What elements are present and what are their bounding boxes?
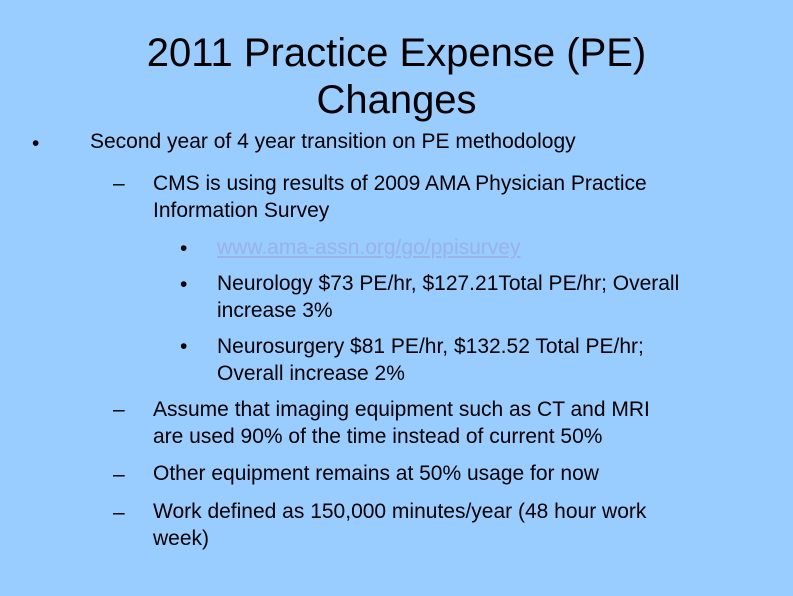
level1-bullet: • <box>32 132 40 155</box>
level3-bullet: • <box>180 273 188 296</box>
level2-line: Other equipment remains at 50% usage for… <box>153 462 599 485</box>
level3-item-neurosurgery: Neurosurgery $81 PE/hr, $132.52 Total PE… <box>217 333 644 387</box>
level2-item-other-equipment: Other equipment remains at 50% usage for… <box>153 460 599 487</box>
level3-bullet: • <box>180 237 188 260</box>
level3-item-neurology: Neurology $73 PE/hr, $127.21Total PE/hr;… <box>217 270 679 324</box>
level2-dash: – <box>113 398 125 421</box>
level3-line: increase 3% <box>217 299 333 322</box>
level3-line: Neurosurgery $81 PE/hr, $132.52 Total PE… <box>217 335 644 358</box>
slide-title: 2011 Practice Expense (PE) Changes <box>60 30 733 124</box>
title-line-1: 2011 Practice Expense (PE) <box>146 31 647 75</box>
level2-item-work-defined: Work defined as 150,000 minutes/year (48… <box>153 498 646 552</box>
level2-line: Assume that imaging equipment such as CT… <box>153 398 650 421</box>
level2-line: Information Survey <box>153 199 330 222</box>
title-line-2: Changes <box>316 78 477 122</box>
level3-line: Neurology $73 PE/hr, $127.21Total PE/hr;… <box>217 272 680 295</box>
level1-text: Second year of 4 year transition on PE m… <box>90 130 576 153</box>
level2-line: week) <box>153 527 210 550</box>
level2-line: Work defined as 150,000 minutes/year (48… <box>153 500 647 523</box>
survey-link[interactable]: www.ama-assn.org/go/ppisurvey <box>217 236 521 259</box>
level3-bullet: • <box>180 335 188 358</box>
level2-item-cms: CMS is using results of 2009 AMA Physici… <box>153 170 647 224</box>
level2-item-imaging: Assume that imaging equipment such as CT… <box>153 396 650 450</box>
level2-dash: – <box>113 463 125 486</box>
level2-line: are used 90% of the time instead of curr… <box>153 425 603 448</box>
level2-dash: – <box>113 172 125 195</box>
level2-line: CMS is using results of 2009 AMA Physici… <box>153 172 647 195</box>
level3-line: Overall increase 2% <box>217 362 405 385</box>
level2-dash: – <box>113 501 125 524</box>
